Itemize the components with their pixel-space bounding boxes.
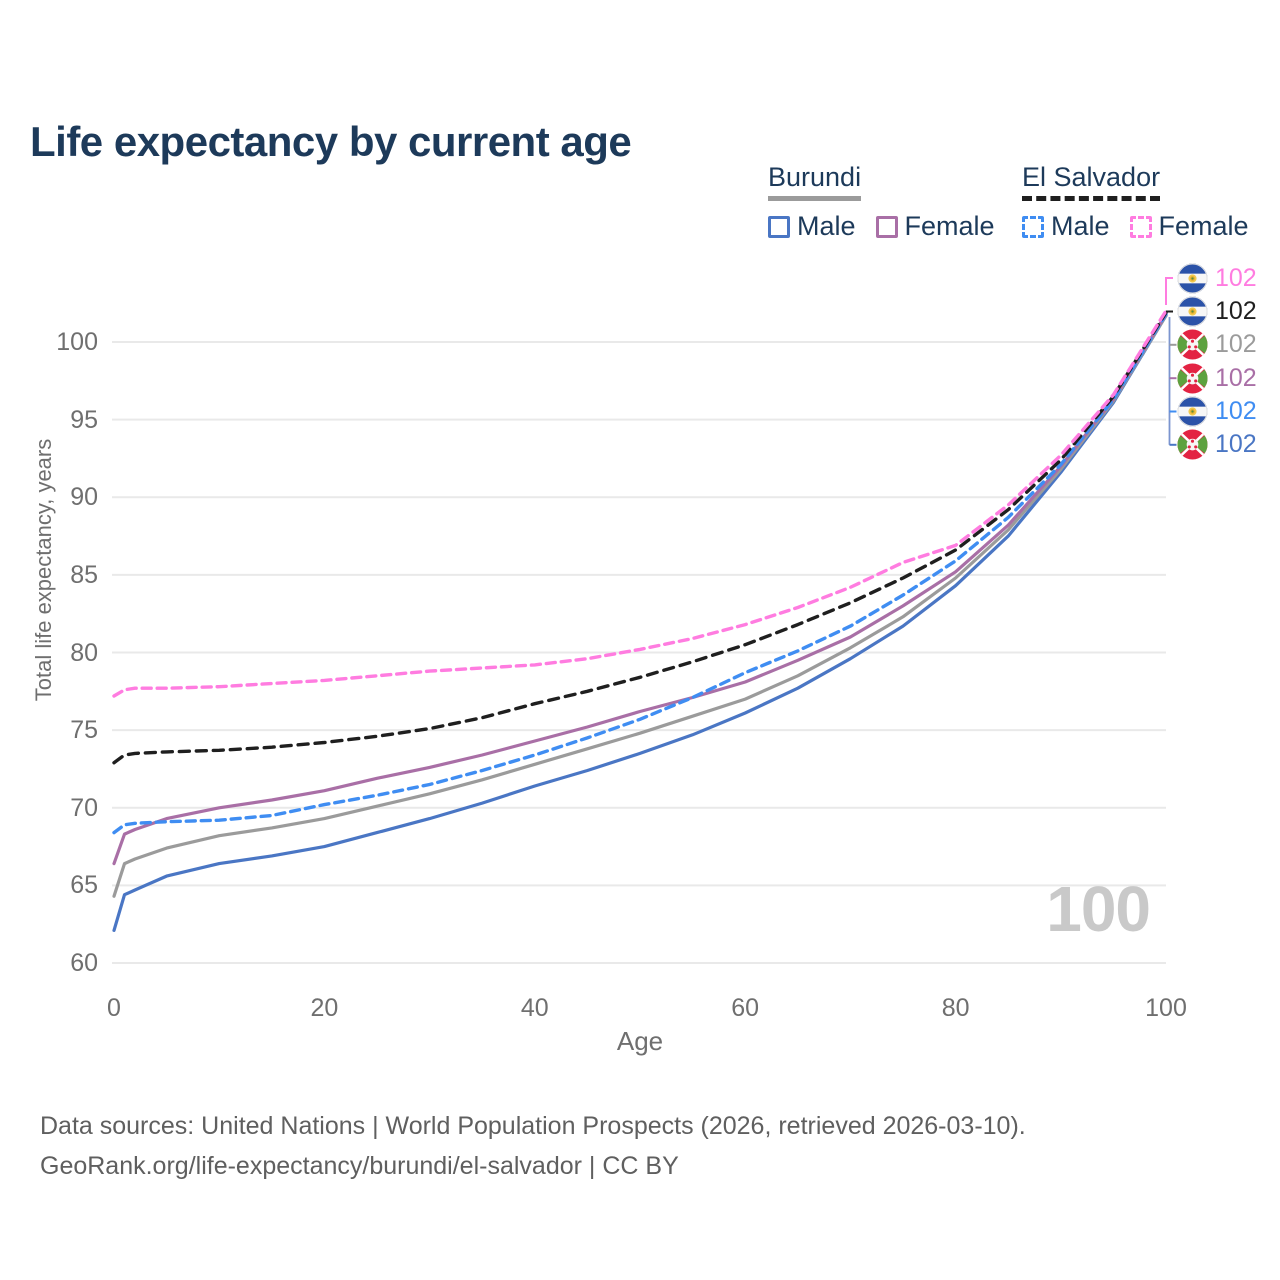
end-label-row: 102 [1177,329,1257,361]
series-line-burundi-total[interactable] [112,314,1168,898]
burundi-flag-icon [1177,429,1208,460]
legend-item-label: Male [1051,211,1110,241]
el-salvador-flag-icon [1177,396,1208,427]
el-salvador-male-swatch-icon [1022,215,1044,238]
x-tick-label-40: 40 [520,994,549,1022]
y-tick-label-90: 90 [70,483,98,512]
y-tick-label-60: 60 [70,949,98,977]
x-tick-label-20: 20 [310,994,339,1022]
y-tick-label-65: 65 [70,871,98,900]
end-label-value: 102 [1215,430,1257,459]
legend-item-burundi-female[interactable]: Female [875,211,995,242]
data-sources-line: Data sources: United Nations | World Pop… [40,1112,1026,1140]
page-title: Life expectancy by current age [30,118,632,166]
y-tick-label-80: 80 [70,638,98,667]
burundi-flag-icon [1177,329,1208,360]
y-tick-label-85: 85 [70,560,98,589]
y-tick-label-75: 75 [70,716,98,745]
leader-el-salvador-female [1165,277,1173,306]
series-line-burundi-male[interactable] [112,314,1168,933]
legend-item-burundi-male[interactable]: Male [768,211,856,242]
end-label-value: 102 [1215,363,1257,392]
end-label-value: 102 [1215,397,1257,425]
legend-country-el-salvador[interactable]: El Salvador [1022,162,1161,201]
footer: Data sources: United Nations | World Pop… [40,1106,1026,1186]
x-tick-label-100: 100 [1145,994,1187,1022]
line-chart [112,277,1177,964]
legend-item-label: Female [904,211,995,241]
burundi-female-swatch-icon [875,215,898,238]
y-tick-label-100: 100 [56,328,98,356]
end-label-value: 102 [1215,263,1257,292]
end-label-value: 102 [1215,330,1257,359]
series-line-el-salvador-female[interactable] [112,309,1168,698]
el-salvador-female-swatch-icon [1129,215,1152,238]
legend-item-el-salvador-male[interactable]: Male [1022,211,1110,242]
series-line-burundi-female[interactable] [112,312,1168,866]
legend-item-el-salvador-female[interactable]: Female [1129,211,1249,242]
el-salvador-flag-icon [1177,296,1208,327]
end-label-row: 102 [1177,362,1257,394]
legend-group-burundi: Burundi Male Female [768,162,1015,242]
end-label-value: 102 [1215,297,1257,325]
end-label-row: 102 [1177,429,1257,461]
legend-country-burundi[interactable]: Burundi [768,162,862,201]
legend-item-label: Female [1158,211,1249,241]
el-salvador-flag-icon [1177,263,1208,294]
x-tick-label-0: 0 [107,994,121,1022]
x-tick-label-60: 60 [731,994,760,1022]
x-tick-label-80: 80 [941,994,970,1022]
series-line-el-salvador-total[interactable] [112,310,1168,765]
y-tick-label-95: 95 [70,405,98,434]
legend-item-label: Male [797,211,856,241]
end-label-row: 102 [1177,396,1257,428]
end-label-row: 102 [1177,296,1257,328]
age-watermark: 100 [1046,873,1151,945]
burundi-male-swatch-icon [768,215,790,238]
burundi-flag-icon [1177,363,1208,394]
y-tick-label-70: 70 [70,793,98,822]
x-axis-title: Age [616,1026,664,1056]
series-line-el-salvador-male[interactable] [112,312,1168,835]
end-label-row: 102 [1177,262,1257,294]
legend-group-el-salvador: El Salvador Male Female [1022,162,1269,242]
attribution-line: GeoRank.org/life-expectancy/burundi/el-s… [40,1152,679,1180]
